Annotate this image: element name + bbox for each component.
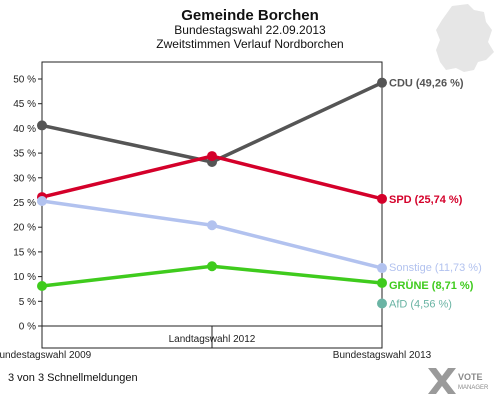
series-labels: CDU (49,26 %) SPD (25,74 %) Sonstige (11,7… bbox=[389, 78, 482, 311]
data-point bbox=[37, 196, 47, 207]
germany-map-icon bbox=[436, 4, 494, 72]
y-tick-label: 5 % bbox=[19, 297, 36, 308]
chart-subtitle-1: Bundestagswahl 22.09.2013 bbox=[174, 23, 326, 37]
x-tick-label: Bundestagswahl 2013 bbox=[333, 350, 432, 361]
y-tick-label: 0 % bbox=[19, 322, 36, 333]
series-layer bbox=[37, 77, 387, 309]
data-point bbox=[377, 193, 387, 204]
series-label: CDU (49,26 %) bbox=[389, 78, 464, 90]
chart-title: Gemeinde Borchen bbox=[181, 7, 319, 24]
footer-text: 3 von 3 Schnellmeldungen bbox=[8, 372, 138, 384]
y-tick-label: 20 % bbox=[13, 223, 36, 234]
chart-subtitle-2: Zweitstimmen Verlauf Nordborchen bbox=[156, 37, 343, 51]
y-tick-label: 45 % bbox=[13, 99, 36, 110]
data-point bbox=[207, 261, 217, 272]
logo-x-icon bbox=[428, 368, 456, 394]
x-axis-ticks: Bundestagswahl 2009 Landtagswahl 2012 Bund… bbox=[0, 326, 432, 361]
data-point bbox=[207, 151, 217, 162]
series-label: Sonstige (11,73 %) bbox=[389, 262, 482, 274]
y-axis-ticks: 0 % 5 % 10 % 15 % 20 % 25 % 30 % 35 % 40 % 45 % 50… bbox=[13, 75, 42, 333]
data-point bbox=[207, 220, 217, 231]
y-tick-label: 35 % bbox=[13, 149, 36, 160]
x-tick-label: Bundestagswahl 2009 bbox=[0, 350, 92, 361]
data-point bbox=[377, 277, 387, 288]
series-label: AfD (4,56 %) bbox=[389, 298, 452, 310]
y-tick-label: 25 % bbox=[13, 198, 36, 209]
vote-manager-logo: VOTE MANAGER bbox=[428, 368, 489, 394]
data-point bbox=[377, 298, 387, 309]
data-point bbox=[377, 263, 387, 274]
data-point bbox=[377, 77, 387, 88]
y-tick-label: 10 % bbox=[13, 272, 36, 283]
x-tick-label: Landtagswahl 2012 bbox=[169, 334, 256, 345]
series-line bbox=[41, 199, 383, 270]
logo-line-2: MANAGER bbox=[458, 385, 489, 391]
y-tick-label: 40 % bbox=[13, 124, 36, 135]
series-line bbox=[41, 81, 383, 164]
series-label: GRÜNE (8,71 %) bbox=[389, 279, 474, 292]
y-tick-label: 15 % bbox=[13, 247, 36, 258]
y-tick-label: 30 % bbox=[13, 173, 36, 184]
data-point bbox=[37, 120, 47, 131]
y-tick-label: 50 % bbox=[13, 75, 36, 86]
data-point bbox=[37, 280, 47, 291]
series-label: SPD (25,74 %) bbox=[389, 194, 463, 206]
logo-line-1: VOTE bbox=[458, 372, 483, 382]
